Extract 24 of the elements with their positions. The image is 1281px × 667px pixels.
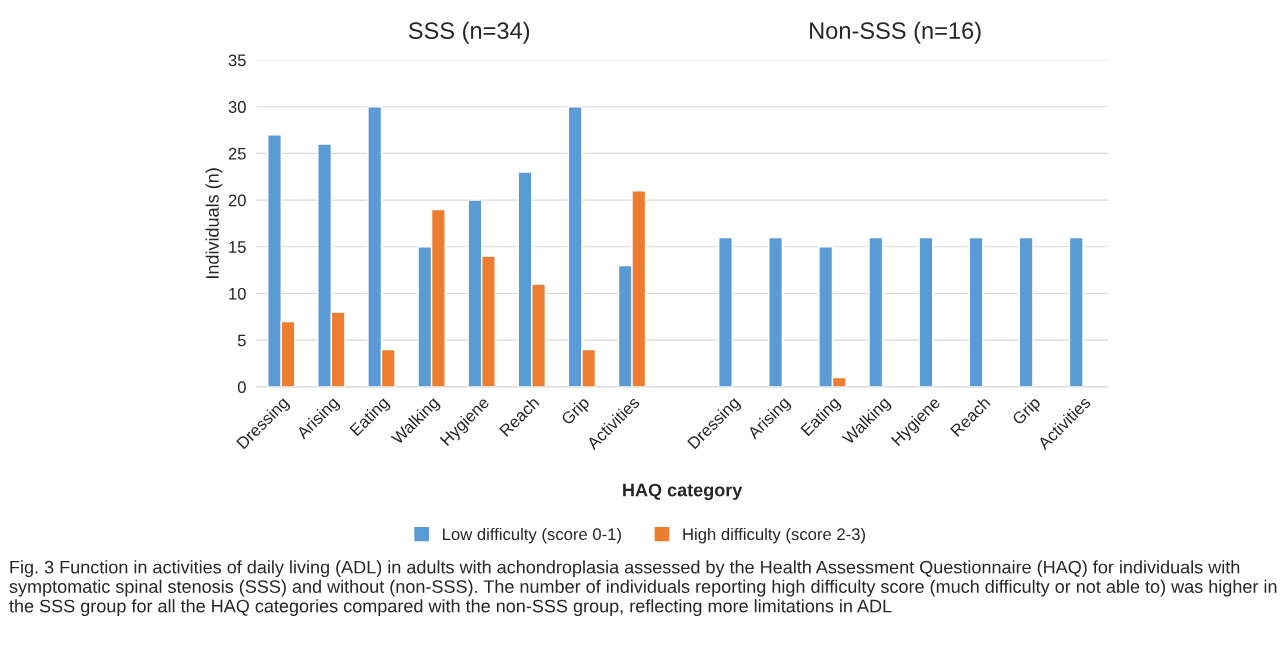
y-tick-label: 10 xyxy=(229,287,246,300)
x-tick-label: Grip xyxy=(560,395,593,428)
y-tick-label: 5 xyxy=(237,334,246,347)
x-axis-title: HAQ category xyxy=(623,483,743,501)
text: Non-SSS (n=16) xyxy=(810,21,981,44)
bar xyxy=(1018,236,1034,387)
bar xyxy=(718,236,733,387)
bar xyxy=(918,236,934,387)
bar xyxy=(968,236,984,387)
legend-label: Low difficulty (score 0-1) xyxy=(443,527,621,544)
y-tick-label: 25 xyxy=(228,147,246,160)
bar xyxy=(868,236,884,387)
text: SSS (n=34) xyxy=(408,21,530,44)
y-tick-label: 35 xyxy=(228,54,246,67)
y-axis-title: Individuals (n) xyxy=(205,168,223,278)
y-tick-label: 0 xyxy=(237,381,246,394)
y-tick-label: 20 xyxy=(228,194,246,207)
caption: Fig. 3 Function in activities of daily living (ADL) in adults with achondroplasia assessed by the Health Assessment Questionnaire (HAQ) for individuals with symptomatic spinal stenosis (SSS) and without (non-SSS). The number of individuals reporting high difficulty score (much difficulty or not able to) was higher in the SSS group for all the HAQ categories compared with the non-SSS group, reflecting more limitations in ADL xyxy=(9,560,1277,617)
y-tick-label: 15 xyxy=(229,241,246,253)
bar xyxy=(768,236,784,387)
legend-label: High difficulty (score 2-3) xyxy=(683,527,865,544)
y-tick-label: 30 xyxy=(228,101,246,113)
bar xyxy=(1068,236,1084,387)
x-tick-label: Grip xyxy=(1011,395,1044,428)
